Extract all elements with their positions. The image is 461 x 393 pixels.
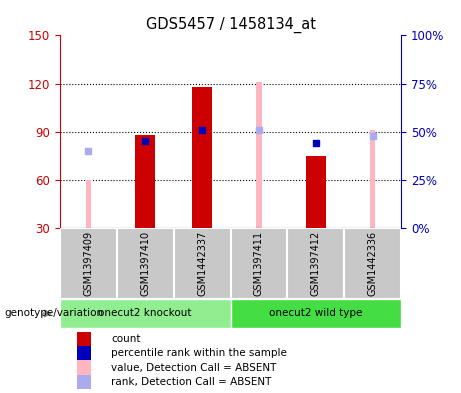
- Bar: [60, 228, 117, 299]
- Text: rank, Detection Call = ABSENT: rank, Detection Call = ABSENT: [111, 377, 272, 387]
- Text: GSM1397411: GSM1397411: [254, 231, 264, 296]
- Text: onecut2 knockout: onecut2 knockout: [99, 309, 192, 318]
- Bar: [60, 299, 230, 328]
- Bar: [174, 228, 230, 299]
- Text: GSM1397410: GSM1397410: [140, 231, 150, 296]
- Text: percentile rank within the sample: percentile rank within the sample: [111, 349, 287, 358]
- Title: GDS5457 / 1458134_at: GDS5457 / 1458134_at: [146, 17, 315, 33]
- Bar: [77, 346, 91, 360]
- Bar: [287, 228, 344, 299]
- Bar: [77, 360, 91, 375]
- Bar: [77, 375, 91, 389]
- Text: onecut2 wild type: onecut2 wild type: [269, 309, 362, 318]
- Text: count: count: [111, 334, 141, 344]
- Text: genotype/variation: genotype/variation: [5, 309, 104, 318]
- Bar: [77, 332, 91, 346]
- Bar: [192, 87, 212, 228]
- Bar: [370, 130, 375, 228]
- Bar: [86, 180, 91, 228]
- Text: GSM1442336: GSM1442336: [367, 231, 378, 296]
- Bar: [344, 228, 401, 299]
- Text: GSM1397409: GSM1397409: [83, 231, 94, 296]
- Bar: [135, 135, 155, 228]
- Bar: [117, 228, 174, 299]
- Text: GSM1442337: GSM1442337: [197, 231, 207, 296]
- Bar: [230, 228, 287, 299]
- Bar: [256, 82, 262, 228]
- Text: GSM1397412: GSM1397412: [311, 231, 321, 296]
- Bar: [230, 299, 401, 328]
- Bar: [306, 156, 326, 228]
- Text: value, Detection Call = ABSENT: value, Detection Call = ABSENT: [111, 363, 277, 373]
